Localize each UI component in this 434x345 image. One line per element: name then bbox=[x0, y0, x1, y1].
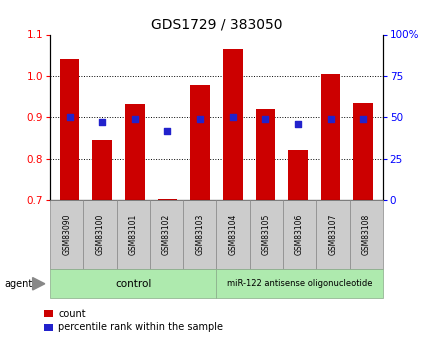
Point bbox=[196, 116, 203, 122]
Point bbox=[261, 116, 268, 122]
Bar bbox=[158, 199, 177, 200]
Text: count: count bbox=[58, 309, 86, 318]
Text: miR-122 antisense oligonucleotide: miR-122 antisense oligonucleotide bbox=[227, 279, 372, 288]
Bar bbox=[255, 109, 275, 200]
Point bbox=[99, 119, 105, 125]
Point bbox=[164, 128, 171, 133]
Point bbox=[359, 116, 366, 122]
Point bbox=[229, 115, 236, 120]
Text: GSM83105: GSM83105 bbox=[261, 214, 270, 255]
Bar bbox=[353, 103, 372, 200]
Text: GSM83106: GSM83106 bbox=[294, 214, 303, 255]
Bar bbox=[288, 150, 307, 200]
Point bbox=[294, 121, 301, 127]
Text: GSM83101: GSM83101 bbox=[128, 214, 138, 255]
Point bbox=[66, 115, 73, 120]
Point bbox=[131, 116, 138, 122]
Bar bbox=[60, 59, 79, 200]
Bar bbox=[223, 49, 242, 200]
Text: GSM83108: GSM83108 bbox=[361, 214, 370, 255]
Bar bbox=[125, 104, 144, 200]
Point bbox=[326, 116, 333, 122]
Text: GSM83103: GSM83103 bbox=[195, 214, 204, 255]
Text: GSM83090: GSM83090 bbox=[62, 214, 71, 255]
Title: GDS1729 / 383050: GDS1729 / 383050 bbox=[150, 18, 282, 32]
Text: GSM83100: GSM83100 bbox=[95, 214, 104, 255]
Text: GSM83102: GSM83102 bbox=[161, 214, 171, 255]
Text: GSM83107: GSM83107 bbox=[328, 214, 337, 255]
Text: control: control bbox=[115, 279, 151, 289]
Bar bbox=[190, 85, 210, 200]
Text: GSM83104: GSM83104 bbox=[228, 214, 237, 255]
Text: agent: agent bbox=[4, 279, 33, 289]
Bar bbox=[92, 140, 112, 200]
Bar bbox=[320, 74, 340, 200]
Text: percentile rank within the sample: percentile rank within the sample bbox=[58, 323, 223, 332]
